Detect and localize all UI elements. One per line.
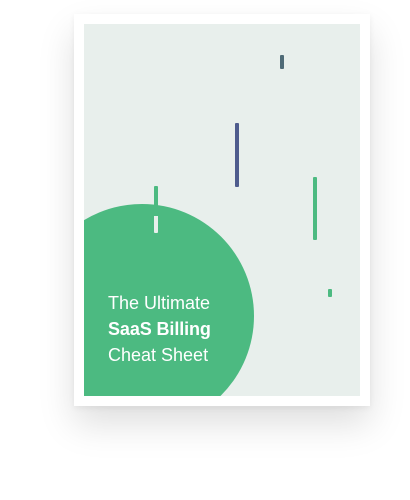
decorative-stripe-slate bbox=[280, 55, 284, 69]
decorative-stripe-green-tall bbox=[313, 177, 317, 240]
book-cover: The Ultimate SaaS Billing Cheat Sheet bbox=[84, 24, 360, 396]
decorative-stripe-green-left bbox=[154, 186, 158, 233]
title-line-3: Cheat Sheet bbox=[108, 345, 209, 365]
title-line-2: SaaS Billing bbox=[108, 319, 211, 339]
decorative-stripe-green-short bbox=[328, 289, 332, 297]
book-title: The Ultimate SaaS Billing Cheat Sheet bbox=[108, 290, 278, 368]
decorative-stripe-navy bbox=[235, 123, 239, 187]
title-line-1: The Ultimate bbox=[108, 293, 211, 313]
